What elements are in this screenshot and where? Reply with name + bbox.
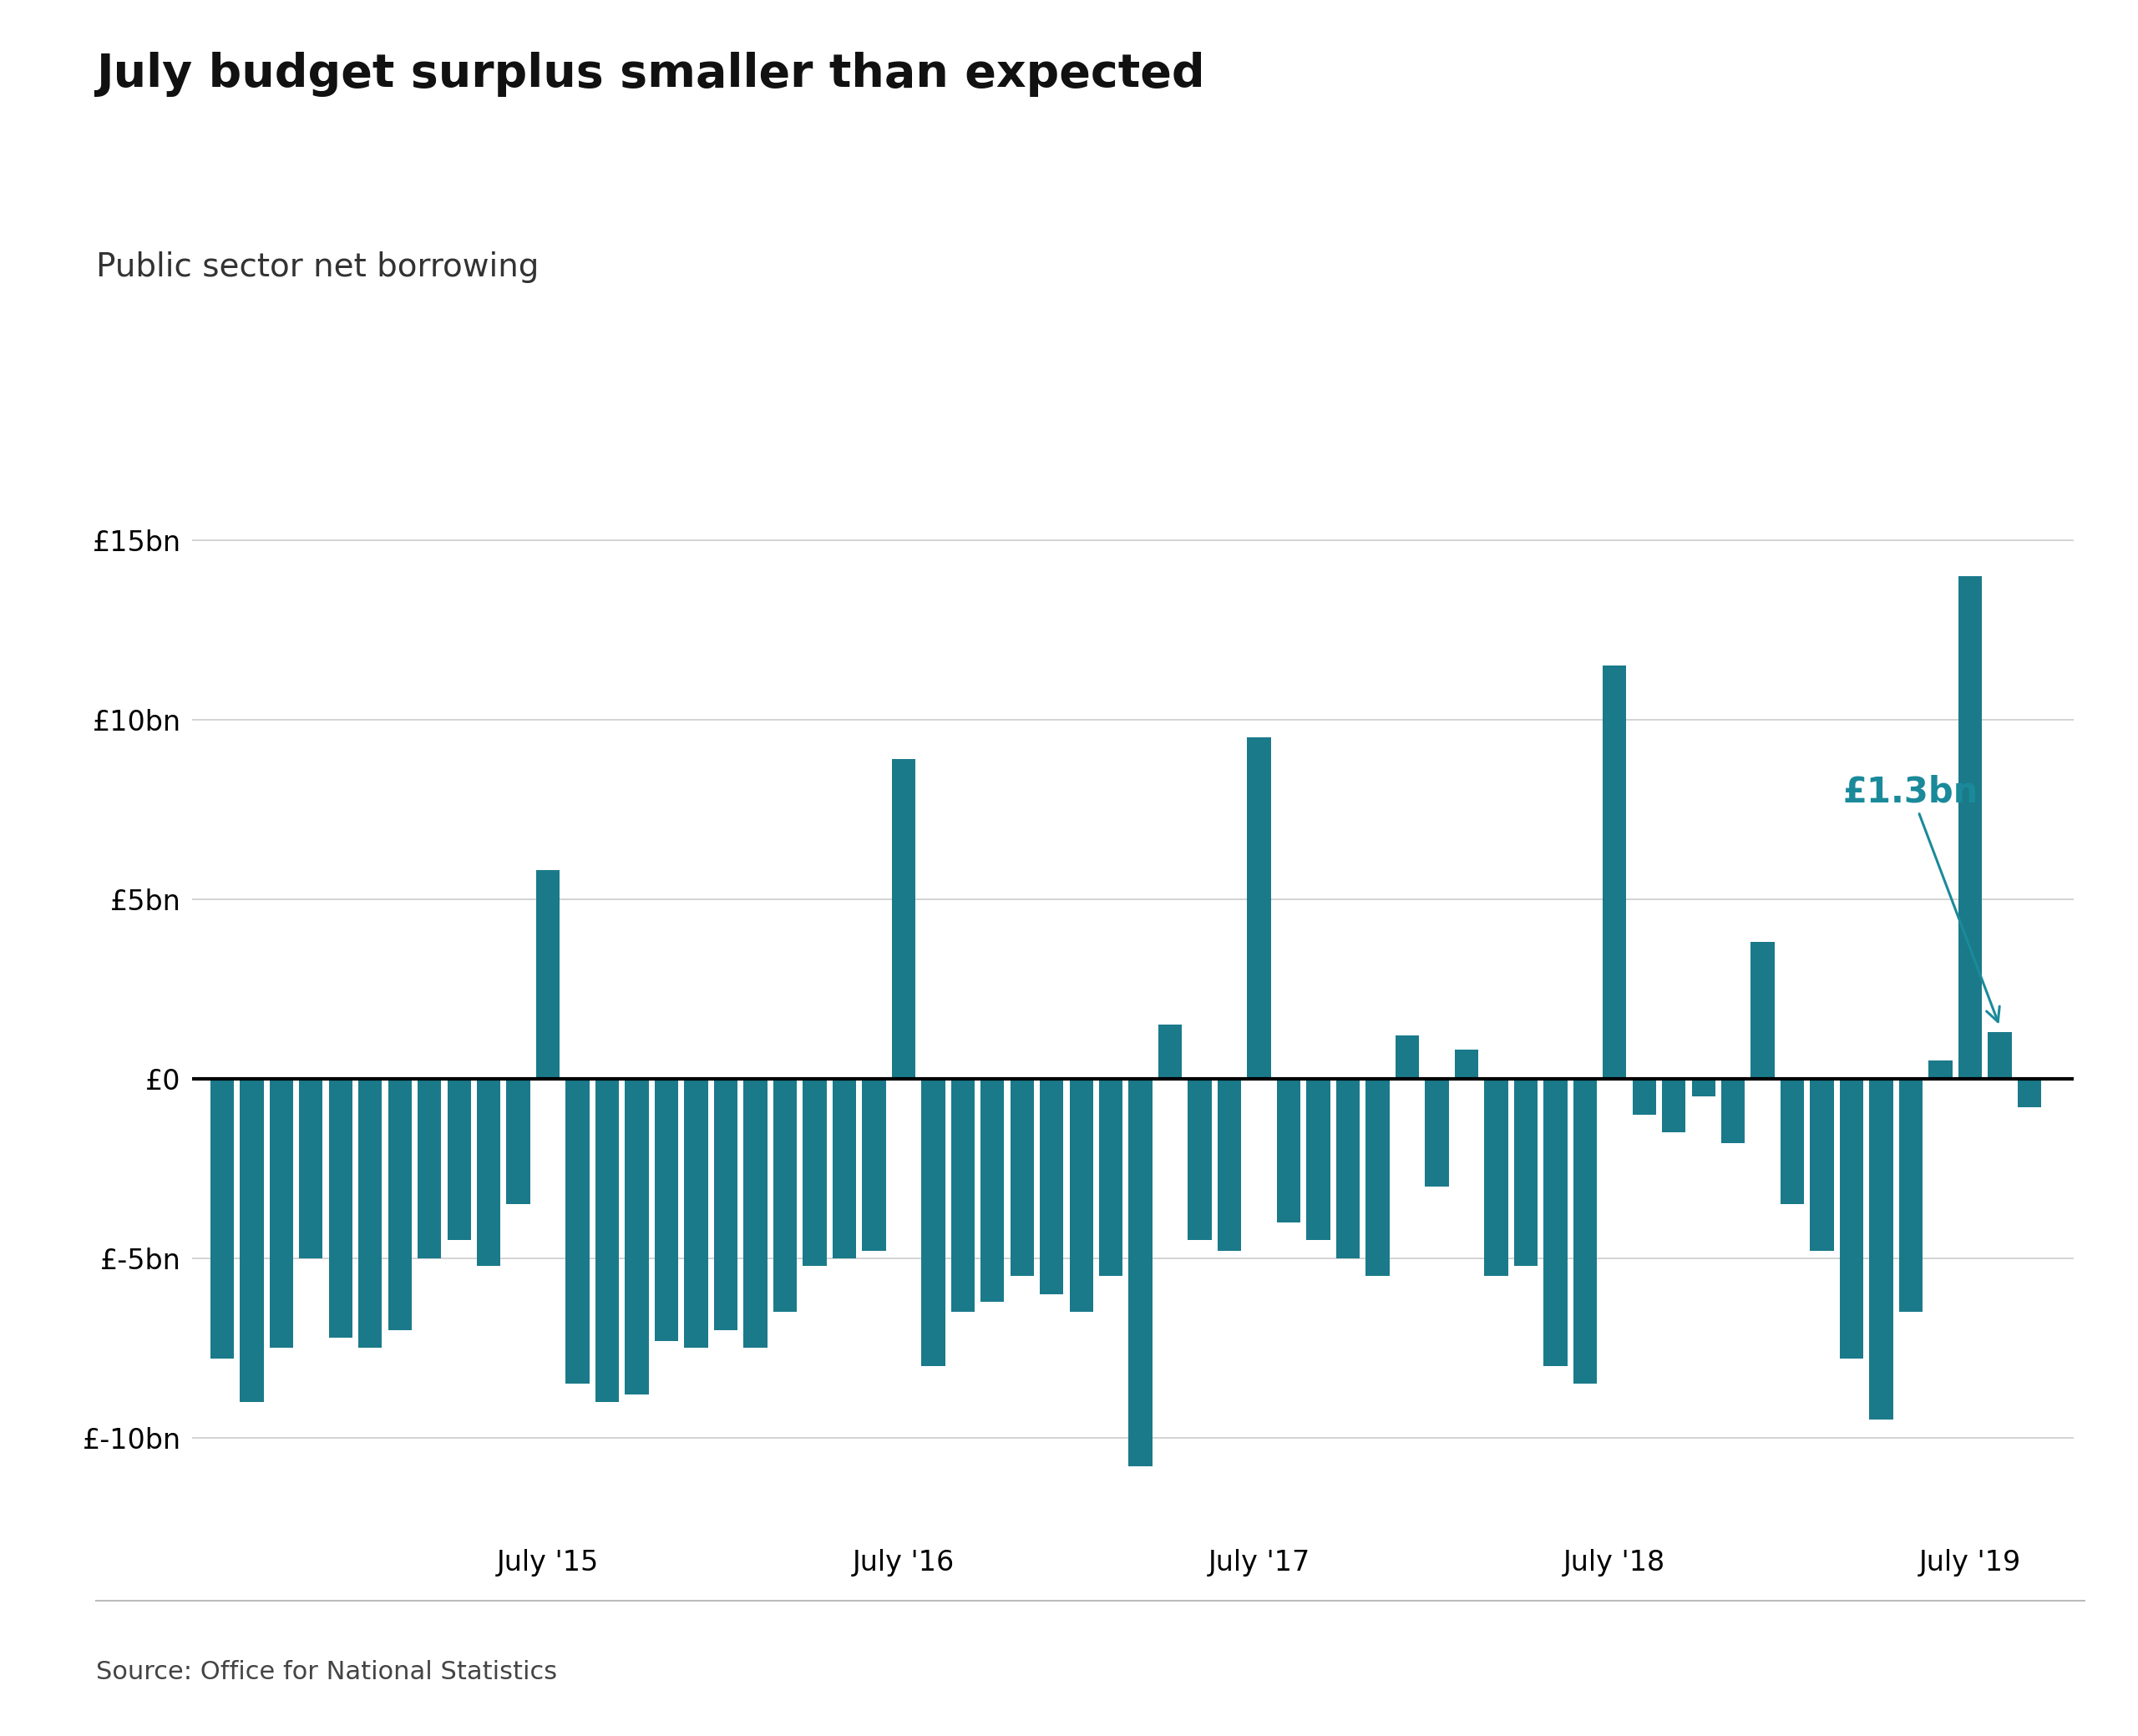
Bar	[1336, 1078, 1360, 1259]
Bar	[1159, 1024, 1182, 1078]
Bar	[447, 1078, 470, 1240]
Bar	[239, 1078, 263, 1403]
Bar	[1811, 1078, 1834, 1252]
Bar	[892, 759, 915, 1078]
Bar	[1039, 1078, 1063, 1295]
Bar	[1189, 1078, 1212, 1240]
Text: BBC: BBC	[1946, 1660, 2014, 1687]
Bar	[1691, 1078, 1715, 1097]
Bar	[1958, 576, 1982, 1078]
Bar	[1009, 1078, 1035, 1276]
Bar	[210, 1078, 233, 1359]
Bar	[417, 1078, 440, 1259]
Bar	[1217, 1078, 1242, 1252]
Text: Source: Office for National Statistics: Source: Office for National Statistics	[96, 1660, 558, 1684]
Bar	[537, 870, 560, 1078]
Bar	[594, 1078, 620, 1403]
Bar	[1574, 1078, 1597, 1384]
Bar	[951, 1078, 975, 1312]
Bar	[477, 1078, 500, 1266]
Bar	[1781, 1078, 1804, 1205]
Bar	[359, 1078, 383, 1349]
Bar	[981, 1078, 1005, 1302]
Text: July budget surplus smaller than expected: July budget surplus smaller than expecte…	[96, 52, 1206, 97]
Bar	[862, 1078, 885, 1252]
Bar	[567, 1078, 590, 1384]
Bar	[507, 1078, 530, 1205]
Bar	[1246, 738, 1270, 1078]
Bar	[1454, 1050, 1477, 1078]
Bar	[299, 1078, 323, 1259]
Bar	[832, 1078, 855, 1259]
Bar	[1306, 1078, 1330, 1240]
Bar	[269, 1078, 293, 1349]
Bar	[1661, 1078, 1685, 1132]
Bar	[654, 1078, 678, 1340]
Bar	[714, 1078, 738, 1330]
Bar	[329, 1078, 353, 1337]
Bar	[1633, 1078, 1657, 1115]
Bar	[624, 1078, 648, 1394]
Bar	[1514, 1078, 1537, 1266]
Bar	[1099, 1078, 1122, 1276]
Bar	[1484, 1078, 1507, 1276]
Bar	[921, 1078, 945, 1366]
Bar	[1396, 1036, 1420, 1078]
Bar	[1129, 1078, 1152, 1467]
Bar	[1604, 665, 1627, 1078]
Bar	[1366, 1078, 1390, 1276]
Bar	[684, 1078, 708, 1349]
Bar	[1928, 1061, 1952, 1078]
Bar	[774, 1078, 797, 1312]
Bar	[1899, 1078, 1922, 1312]
Bar	[1988, 1031, 2012, 1078]
Bar	[1721, 1078, 1745, 1144]
Bar	[1426, 1078, 1450, 1186]
Bar	[1069, 1078, 1093, 1312]
Text: £1.3bn: £1.3bn	[1843, 774, 1999, 1023]
Bar	[1544, 1078, 1567, 1366]
Bar	[1869, 1078, 1892, 1420]
Bar	[1841, 1078, 1864, 1359]
Bar	[1276, 1078, 1300, 1222]
Bar	[387, 1078, 413, 1330]
Bar	[802, 1078, 827, 1266]
Bar	[1751, 943, 1775, 1078]
Bar	[744, 1078, 768, 1349]
Text: Public sector net borrowing: Public sector net borrowing	[96, 252, 539, 283]
Bar	[2018, 1078, 2042, 1108]
